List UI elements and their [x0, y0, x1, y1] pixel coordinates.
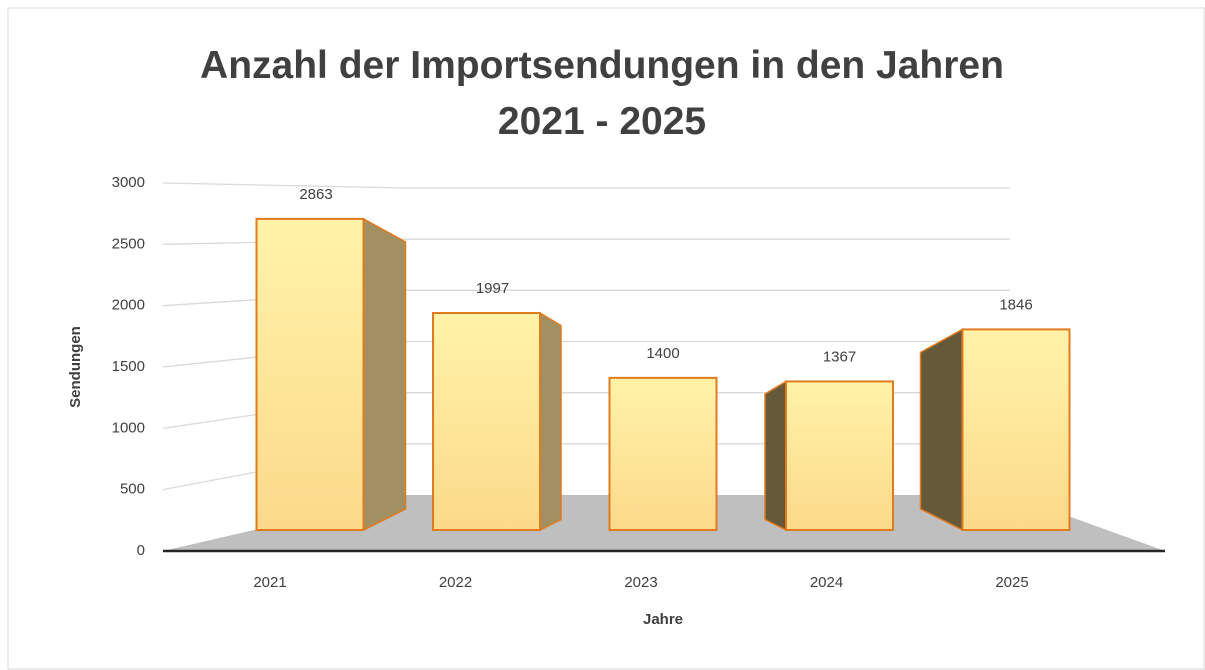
bar-side	[764, 380, 787, 532]
y-tick-label: 500	[120, 481, 145, 498]
bar	[432, 311, 541, 532]
y-tick-label: 2500	[112, 235, 145, 252]
data-label: 2863	[299, 186, 332, 203]
grid-line	[162, 238, 1010, 245]
data-label: 1846	[999, 296, 1032, 313]
grid-line	[162, 182, 1010, 189]
x-tick-label: 2021	[253, 574, 286, 591]
bar	[255, 217, 365, 531]
bar-side	[919, 328, 964, 532]
y-tick-label: 0	[137, 542, 145, 559]
x-tick-label: 2025	[995, 574, 1028, 591]
data-label: 1400	[646, 345, 679, 362]
x-axis-label: Jahre	[643, 611, 683, 628]
bar	[608, 376, 718, 531]
data-label: 1367	[823, 348, 856, 365]
y-tick-label: 3000	[112, 174, 145, 191]
bar-side	[362, 217, 407, 532]
y-tick-label: 1500	[112, 358, 145, 375]
y-tick-label: 1000	[112, 419, 145, 436]
chart-title: Anzahl der Importsendungen in den Jahren…	[200, 44, 1004, 143]
bar	[785, 380, 894, 531]
bar-side	[539, 311, 562, 532]
frame-border	[7, 7, 1205, 670]
x-tick-label: 2024	[810, 574, 843, 591]
data-label: 1997	[476, 280, 509, 297]
bar	[961, 328, 1071, 531]
x-tick-label: 2023	[624, 574, 657, 591]
y-tick-label: 2000	[112, 297, 145, 314]
x-tick-label: 2022	[439, 574, 472, 591]
y-axis-label: Sendungen	[67, 326, 84, 408]
